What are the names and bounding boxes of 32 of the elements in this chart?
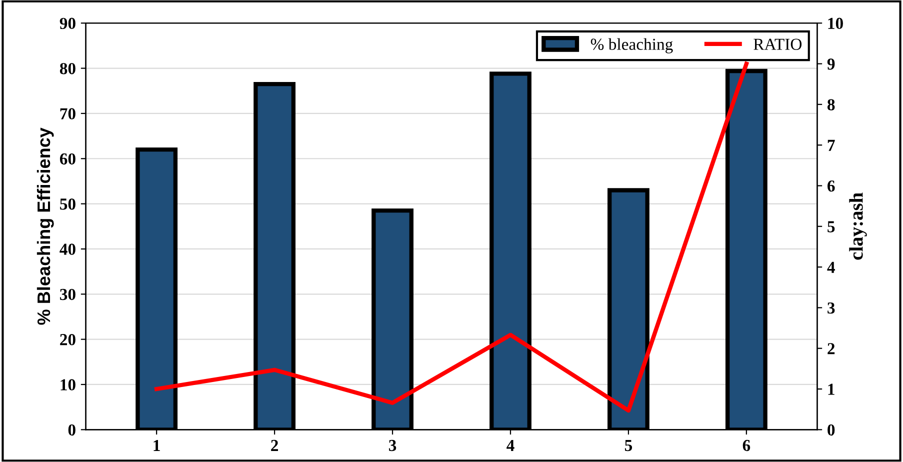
y-tick-label: 30 bbox=[60, 288, 76, 300]
y-tick-label: 0 bbox=[68, 424, 76, 436]
y2-tick-label: 3 bbox=[828, 302, 835, 314]
y-tick-label: 80 bbox=[60, 62, 76, 74]
y2-tick-label: 1 bbox=[828, 384, 834, 395]
y2-tick-label: 8 bbox=[827, 99, 835, 110]
line-series bbox=[154, 62, 749, 413]
y-tick-label: 50 bbox=[60, 198, 76, 210]
y-tick-label: 90 bbox=[60, 18, 76, 30]
y-tick-label: 60 bbox=[60, 153, 76, 165]
y2-axis-title: clay:ash bbox=[849, 192, 867, 260]
x-tick-label: 1 bbox=[154, 440, 160, 451]
y2-tick-label: 2 bbox=[828, 343, 835, 354]
x-tick-label: 5 bbox=[624, 440, 632, 452]
x-tick-label: 2 bbox=[271, 440, 278, 451]
y2-tick-label: 6 bbox=[828, 180, 835, 192]
x-tick-label: 3 bbox=[388, 440, 396, 452]
y-tick-label: 40 bbox=[60, 244, 76, 255]
y2-tick-label: 5 bbox=[828, 221, 835, 232]
y-axis-title: % Bleaching Efficiency bbox=[36, 128, 54, 325]
y-tick-label: 20 bbox=[60, 334, 76, 346]
legend-label: % bleaching bbox=[590, 38, 673, 54]
y2-tick-label: 4 bbox=[827, 262, 835, 273]
y2-tick-label: 9 bbox=[827, 58, 835, 70]
y2-tick-label: 7 bbox=[828, 140, 835, 151]
y-tick-label: 10 bbox=[60, 379, 76, 390]
y-tick-label: 70 bbox=[60, 108, 76, 120]
x-tick-label: 6 bbox=[742, 440, 750, 452]
x-tick-label: 4 bbox=[506, 440, 514, 451]
y2-tick-label: 0 bbox=[828, 424, 835, 436]
y2-tick-label: 10 bbox=[828, 18, 843, 30]
legend-label: RATIO bbox=[754, 38, 802, 50]
